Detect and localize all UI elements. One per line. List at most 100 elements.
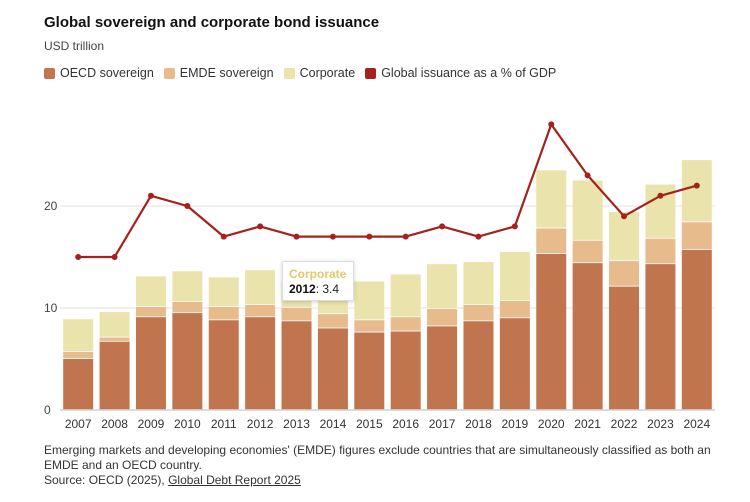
legend-item-oecd-sovereign[interactable]: OECD sovereign: [44, 66, 154, 80]
y-tick-label-0: 0: [44, 403, 51, 417]
bar-corporate-2020: [536, 170, 567, 228]
bar-emde-sovereign-2014: [317, 314, 348, 328]
bar-emde-sovereign-2016: [390, 317, 421, 331]
bar-emde-sovereign-2009: [135, 306, 166, 317]
chart-tooltip: Corporate 2012: 3.4: [282, 261, 354, 301]
x-tick-label-2020: 2020: [538, 417, 565, 431]
bar-oecd-sovereign-2024: [681, 249, 712, 410]
chart-subtitle: USD trillion: [44, 39, 105, 53]
point-gdp-percent-2008: [111, 254, 118, 260]
point-gdp-percent-2020: [548, 121, 555, 128]
x-tick-label-2009: 2009: [138, 417, 165, 431]
bar-oecd-sovereign-2022: [609, 286, 640, 410]
footnote-text: Emerging markets and developing economie…: [44, 443, 711, 472]
bar-oecd-sovereign-2009: [135, 317, 166, 410]
bar-corporate-2007: [63, 319, 94, 352]
bar-oecd-sovereign-2008: [99, 341, 130, 410]
x-tick-label-2021: 2021: [574, 417, 601, 431]
bar-corporate-2010: [172, 271, 203, 302]
legend-swatch-oecd-sovereign: [44, 67, 55, 79]
point-gdp-percent-2021: [584, 172, 591, 179]
x-tick-label-2023: 2023: [647, 417, 674, 431]
x-tick-label-2013: 2013: [283, 417, 310, 431]
bar-emde-sovereign-2010: [172, 301, 203, 313]
chart-title: Global sovereign and corporate bond issu…: [44, 14, 380, 31]
bar-corporate-2012: [245, 270, 276, 305]
bar-oecd-sovereign-2023: [645, 264, 676, 410]
x-tick-label-2016: 2016: [392, 417, 419, 431]
legend-swatch-emde-sovereign: [163, 67, 175, 79]
bar-emde-sovereign-2020: [536, 228, 567, 254]
bar-oecd-sovereign-2015: [354, 332, 385, 410]
x-tick-label-2014: 2014: [320, 417, 347, 431]
source-link[interactable]: Global Debt Report 2025: [168, 473, 301, 487]
bar-oecd-sovereign-2012: [245, 317, 276, 410]
footnote: Emerging markets and developing economie…: [44, 443, 739, 488]
chart-canvas: 0 10 20 2007 2008 2009 2010 2011 2012 2013 2014 201…: [44, 121, 715, 431]
legend-item-gdp-line[interactable]: Global issuance as a % of GDP: [365, 66, 556, 80]
point-gdp-percent-2018: [475, 233, 482, 240]
x-tick-label-2008: 2008: [101, 417, 128, 431]
legend-item-corporate[interactable]: Corporate: [283, 66, 356, 80]
legend-label-corporate: Corporate: [299, 66, 356, 80]
bar-oecd-sovereign-2011: [208, 320, 239, 410]
bar-emde-sovereign-2011: [208, 306, 239, 320]
bar-corporate-2024: [681, 160, 712, 222]
point-gdp-percent-2024: [693, 182, 700, 189]
point-gdp-percent-2007: [75, 254, 82, 260]
bar-oecd-sovereign-2018: [463, 321, 494, 410]
x-tick-label-2011: 2011: [211, 417, 237, 431]
bar-corporate-2011: [208, 277, 239, 307]
bar-emde-sovereign-2023: [645, 238, 676, 264]
bar-oecd-sovereign-2021: [572, 263, 603, 410]
bar-oecd-sovereign-2020: [536, 253, 567, 410]
x-tick-label-2007: 2007: [65, 417, 92, 431]
bar-corporate-2022: [609, 212, 640, 261]
x-tick-label-2017: 2017: [429, 417, 456, 431]
bar-oecd-sovereign-2019: [499, 318, 530, 410]
bar-emde-sovereign-2019: [499, 300, 530, 318]
bar-corporate-2021: [572, 180, 603, 240]
bar-emde-sovereign-2008: [99, 337, 130, 341]
legend-item-emde-sovereign[interactable]: EMDE sovereign: [163, 66, 274, 80]
bar-corporate-2018: [463, 262, 494, 305]
y-tick-label-20: 20: [44, 199, 58, 213]
point-gdp-percent-2014: [329, 233, 336, 240]
point-gdp-percent-2019: [511, 223, 518, 230]
source-prefix: Source: OECD (2025),: [44, 473, 169, 487]
point-gdp-percent-2013: [293, 233, 300, 240]
point-gdp-percent-2015: [366, 233, 373, 240]
bar-oecd-sovereign-2007: [63, 359, 94, 410]
legend-swatch-corporate: [283, 67, 295, 79]
point-gdp-percent-2016: [402, 233, 409, 240]
bar-emde-sovereign-2022: [609, 261, 640, 286]
point-gdp-percent-2011: [220, 233, 227, 240]
x-tick-label-2012: 2012: [247, 417, 274, 431]
bar-oecd-sovereign-2013: [281, 321, 312, 410]
bar-oecd-sovereign-2010: [172, 313, 203, 410]
legend: OECD sovereign EMDE sovereign Corporate …: [44, 66, 566, 80]
point-gdp-percent-2022: [621, 213, 628, 220]
point-gdp-percent-2023: [657, 192, 664, 199]
bar-corporate-2008: [99, 312, 130, 337]
source-line: Source: OECD (2025), Global Debt Report …: [44, 473, 739, 488]
bar-emde-sovereign-2024: [681, 222, 712, 250]
point-gdp-percent-2017: [439, 223, 446, 230]
x-tick-label-2010: 2010: [174, 417, 201, 431]
legend-label-gdp-line: Global issuance as a % of GDP: [381, 66, 557, 80]
bar-emde-sovereign-2012: [245, 304, 276, 317]
x-tick-label-2024: 2024: [683, 417, 710, 431]
bar-emde-sovereign-2007: [63, 351, 94, 359]
line-gdp-percent: [78, 123, 698, 259]
tooltip-year: 2012: [289, 282, 316, 296]
legend-label-oecd-sovereign: OECD sovereign: [60, 66, 154, 80]
bar-oecd-sovereign-2016: [390, 331, 421, 410]
bar-emde-sovereign-2018: [463, 304, 494, 321]
y-tick-label-10: 10: [44, 301, 58, 315]
bar-corporate-2015: [354, 281, 385, 320]
bar-emde-sovereign-2021: [572, 240, 603, 263]
bar-emde-sovereign-2015: [354, 320, 385, 332]
bar-corporate-2016: [390, 274, 421, 317]
x-tick-label-2018: 2018: [465, 417, 492, 431]
legend-swatch-gdp-line: [365, 67, 377, 79]
